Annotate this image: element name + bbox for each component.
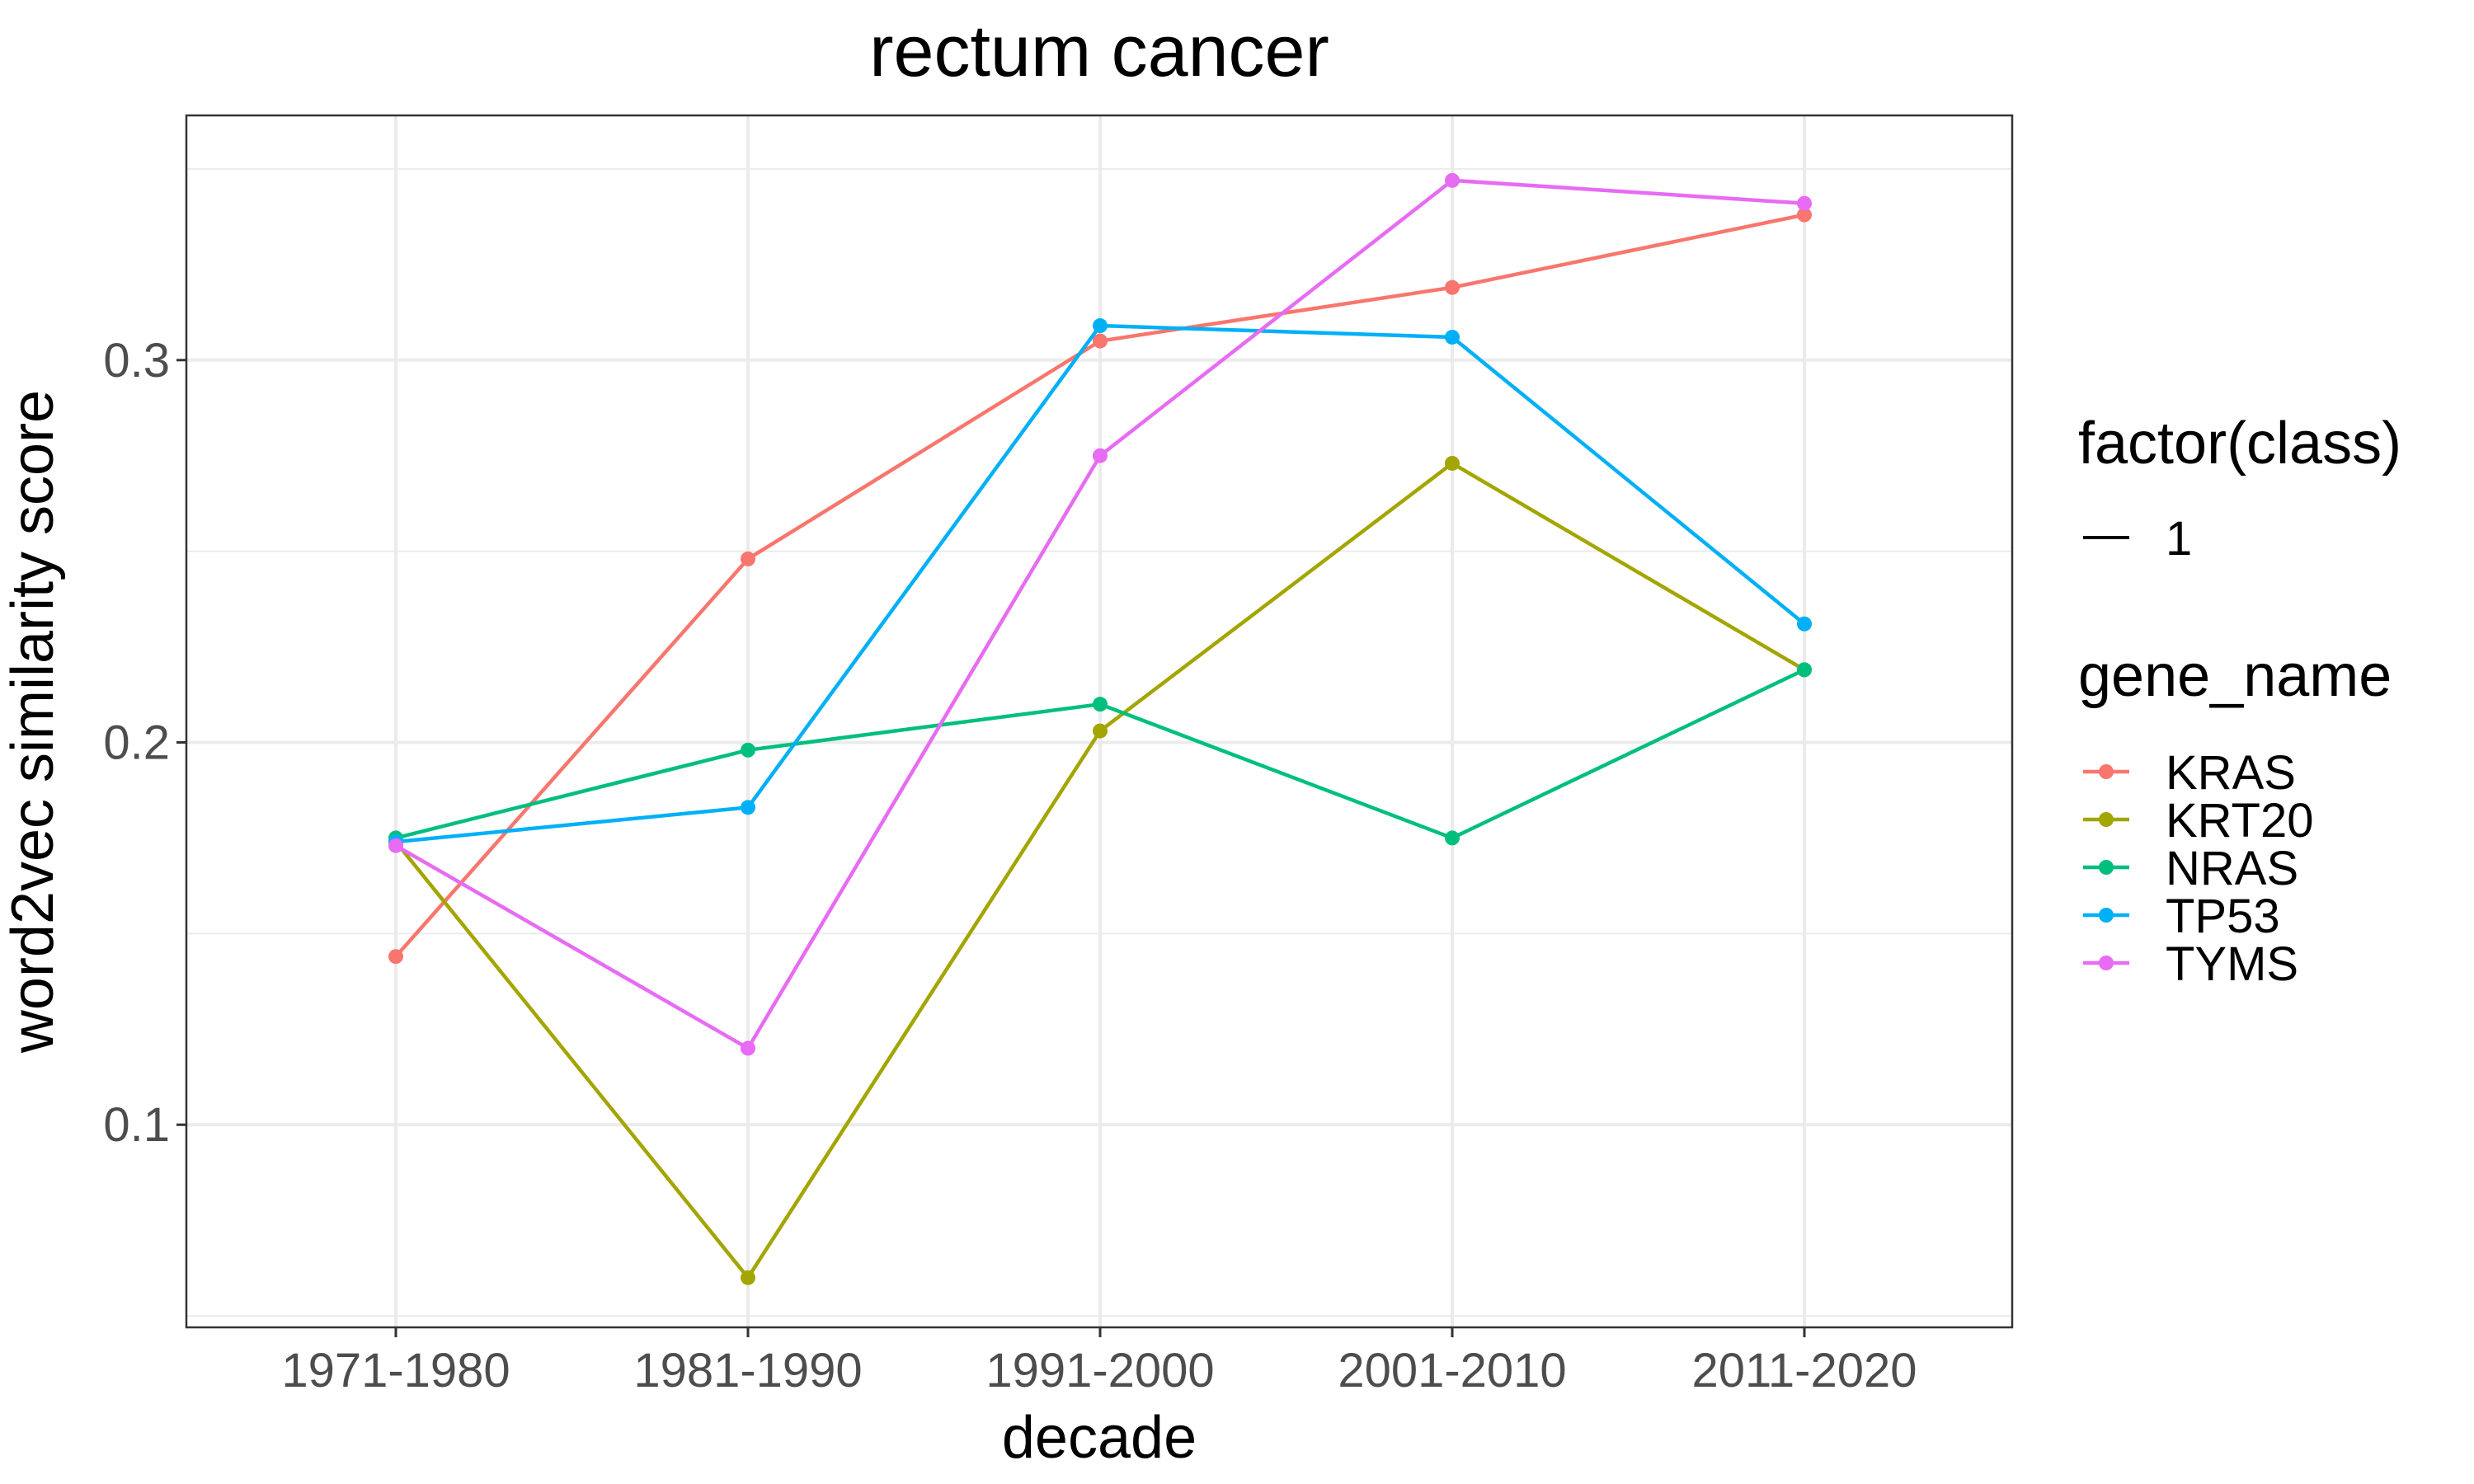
data-point — [1093, 697, 1108, 712]
y-tick-label: 0.2 — [103, 716, 170, 770]
y-axis: 0.1 0.2 0.3 — [103, 334, 186, 1152]
data-point — [1093, 318, 1108, 334]
legend-label: 1 — [2166, 512, 2192, 566]
chart-title: rectum cancer — [869, 10, 1329, 92]
legend-title-gene: gene_name — [2078, 643, 2392, 709]
legend-label-krt20: KRT20 — [2166, 794, 2313, 848]
x-tick-label: 2001-2010 — [1338, 1344, 1566, 1397]
series-tyms — [388, 172, 1812, 1056]
data-point — [741, 742, 755, 758]
legend-title-class: factor(class) — [2078, 411, 2401, 477]
x-tick-label: 1971-1980 — [281, 1344, 510, 1397]
series-kras — [388, 207, 1812, 965]
legend-key-point — [2099, 956, 2114, 970]
data-point — [388, 838, 403, 853]
data-point — [1797, 207, 1812, 223]
legend-label-nras: NRAS — [2166, 842, 2298, 895]
data-point — [1445, 455, 1460, 471]
legend-label-tp53: TP53 — [2166, 890, 2280, 943]
y-tick-label: 0.3 — [103, 334, 170, 387]
data-point — [1797, 195, 1812, 211]
data-point — [741, 1040, 755, 1056]
data-point — [1445, 172, 1460, 188]
x-axis: 1971-1980 1981-1990 1991-2000 2001-2010 2011… — [281, 1327, 1917, 1397]
data-point — [741, 800, 755, 815]
data-point — [1445, 830, 1460, 846]
data-point — [741, 1270, 755, 1285]
legend-key-point — [2099, 764, 2114, 779]
data-point — [1445, 329, 1460, 345]
x-axis-title: decade — [1002, 1405, 1197, 1471]
data-point — [388, 949, 403, 965]
grid — [186, 115, 2012, 1327]
data-point — [1797, 662, 1812, 678]
series-layer — [388, 172, 1812, 1285]
data-point — [1093, 333, 1108, 349]
series-nras — [388, 662, 1812, 846]
data-point — [1093, 723, 1108, 739]
x-tick-label: 1981-1990 — [633, 1344, 862, 1397]
x-tick-label: 1991-2000 — [985, 1344, 1214, 1397]
data-point — [741, 551, 755, 566]
x-tick-label: 2011-2020 — [1691, 1344, 1917, 1397]
legend-key-point — [2099, 908, 2114, 923]
data-point — [1093, 448, 1108, 463]
y-tick-label: 0.1 — [103, 1098, 170, 1152]
legend-label-tyms: TYMS — [2166, 937, 2298, 991]
data-point — [1797, 616, 1812, 632]
legend-label-kras: KRAS — [2166, 746, 2296, 800]
legend: factor(class) 1 gene_name KRASKRT20NRASTP53… — [2078, 411, 2401, 991]
legend-key-point — [2099, 812, 2114, 827]
y-axis-title: word2vec similarity score — [0, 390, 66, 1054]
legend-key-point — [2099, 860, 2114, 875]
data-point — [1445, 279, 1460, 295]
